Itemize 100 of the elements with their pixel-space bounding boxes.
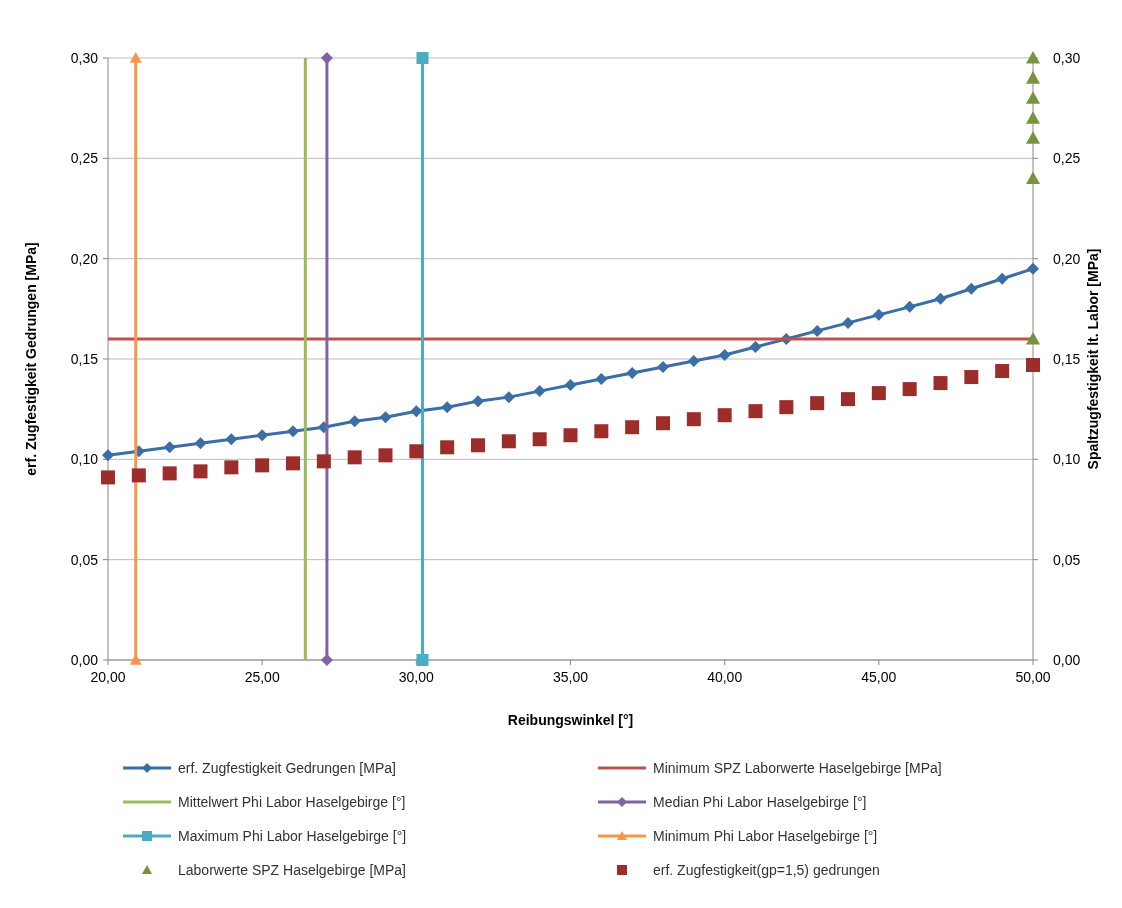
- x-tick-label: 20,00: [90, 669, 126, 685]
- point: [595, 373, 608, 386]
- y-axis-title: erf. Zugfestigkeit Gedrungen [MPa]: [23, 242, 39, 476]
- point: [378, 448, 393, 463]
- point: [1027, 262, 1039, 275]
- point: [749, 340, 762, 353]
- point: [718, 348, 731, 361]
- point: [934, 292, 947, 305]
- point: [965, 282, 978, 295]
- legend-label: Minimum SPZ Laborwerte Haselgebirge [MPa]: [653, 760, 942, 776]
- y-tick-label: 0,25: [70, 150, 99, 167]
- point: [1026, 331, 1040, 345]
- point: [502, 391, 515, 404]
- x-tick-label: 50,00: [1015, 669, 1051, 685]
- x-tick-label: 30,00: [398, 669, 435, 685]
- y2-tick-label: 0,10: [1053, 451, 1081, 468]
- y-tick-label: 0,30: [70, 50, 99, 66]
- point: [256, 429, 269, 442]
- x-axis-title: Reibungswinkel [°]: [507, 712, 634, 728]
- point: [286, 456, 300, 471]
- point: [162, 466, 177, 481]
- point: [532, 432, 547, 447]
- point: [255, 458, 270, 473]
- legend-label: Median Phi Labor Haselgebirge [°]: [653, 794, 867, 810]
- point: [1026, 131, 1040, 144]
- point: [686, 412, 701, 427]
- x-tick-label: 45,00: [861, 669, 897, 685]
- point: [131, 468, 146, 483]
- point: [748, 404, 763, 419]
- point: [320, 654, 333, 666]
- point: [316, 454, 331, 469]
- point: [1026, 71, 1040, 84]
- point: [657, 361, 669, 374]
- point: [625, 420, 640, 435]
- point: [811, 324, 824, 337]
- legend-label: erf. Zugfestigkeit Gedrungen [MPa]: [178, 760, 396, 776]
- point: [964, 370, 979, 385]
- point: [842, 316, 854, 329]
- legend-label: Laborwerte SPZ Haselgebirge [MPa]: [178, 862, 406, 878]
- point: [409, 444, 424, 459]
- point: [902, 382, 917, 397]
- point: [347, 450, 362, 465]
- x-tick-label: 25,00: [244, 669, 280, 685]
- point: [1026, 111, 1040, 124]
- point: [102, 449, 114, 462]
- y-tick-label: 0,00: [70, 652, 99, 668]
- y-tick-label: 0,15: [70, 351, 99, 367]
- point: [501, 434, 516, 449]
- x-tick-label: 35,00: [552, 669, 589, 685]
- point: [871, 386, 886, 401]
- y2-tick-label: 0,00: [1053, 652, 1081, 668]
- y2-tick-label: 0,15: [1053, 351, 1081, 367]
- legend-label: erf. Zugfestigkeit(gp=1,5) gedrungen: [653, 862, 880, 878]
- point: [101, 470, 115, 485]
- point: [287, 425, 299, 438]
- point: [472, 395, 484, 408]
- point: [779, 400, 794, 415]
- point: [193, 464, 208, 479]
- y2-tick-label: 0,20: [1053, 250, 1081, 267]
- point: [348, 415, 361, 428]
- point: [933, 376, 948, 391]
- point: [841, 392, 855, 407]
- point: [379, 411, 392, 424]
- y-tick-label: 0,20: [70, 250, 99, 267]
- point: [224, 460, 239, 475]
- point: [416, 52, 429, 64]
- point: [1026, 51, 1040, 64]
- point: [441, 401, 454, 414]
- legend-label: Maximum Phi Labor Haselgebirge [°]: [178, 828, 407, 844]
- point: [717, 408, 732, 423]
- point: [903, 300, 916, 313]
- point: [1026, 358, 1040, 373]
- y2-axis-title: Spaltzugfestigkeit lt. Labor [MPa]: [1085, 248, 1101, 470]
- x-tick-label: 40,00: [707, 669, 743, 685]
- point: [564, 379, 577, 392]
- point: [563, 428, 578, 443]
- y2-tick-label: 0,30: [1053, 50, 1081, 66]
- y2-tick-label: 0,05: [1053, 551, 1081, 568]
- point: [810, 396, 825, 411]
- point: [533, 385, 546, 398]
- y-tick-label: 0,05: [70, 551, 99, 568]
- y2-tick-label: 0,25: [1053, 150, 1081, 167]
- point: [995, 364, 1010, 379]
- point: [872, 308, 885, 321]
- point: [1026, 171, 1040, 184]
- point: [225, 433, 238, 446]
- point: [320, 52, 333, 64]
- point: [163, 441, 176, 454]
- point: [194, 437, 207, 450]
- point: [996, 272, 1009, 285]
- point: [594, 424, 609, 439]
- point: [1026, 91, 1040, 104]
- point: [440, 440, 455, 455]
- legend-label: Mittelwert Phi Labor Haselgebirge [°]: [178, 794, 406, 810]
- point: [626, 367, 639, 380]
- point: [656, 416, 670, 431]
- point: [416, 654, 429, 666]
- point: [471, 438, 485, 453]
- legend-label: Minimum Phi Labor Haselgebirge [°]: [653, 828, 878, 844]
- point: [687, 355, 700, 368]
